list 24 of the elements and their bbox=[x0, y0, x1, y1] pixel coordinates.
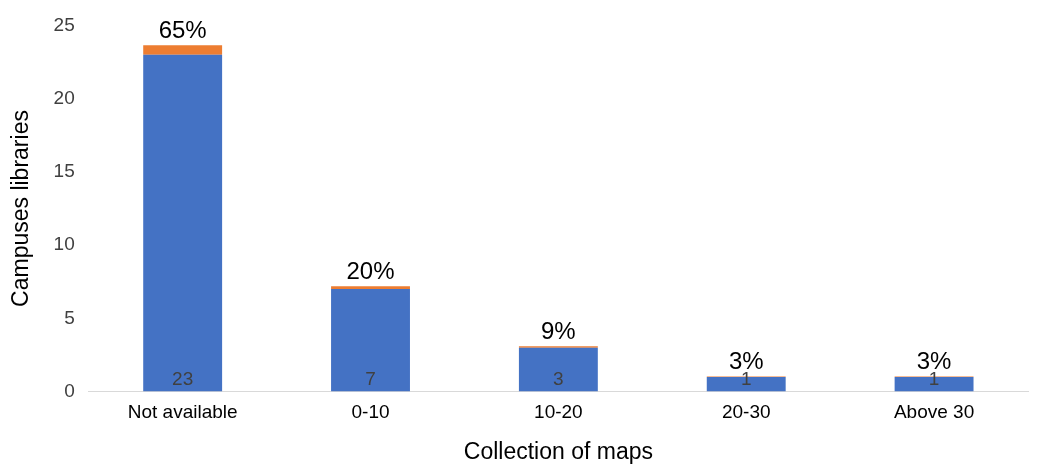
y-tick-label: 15 bbox=[53, 160, 75, 182]
bar bbox=[143, 45, 223, 55]
y-tick-label: 0 bbox=[64, 379, 75, 401]
x-tick-label: 0-10 bbox=[351, 401, 390, 423]
data-label: 9% bbox=[541, 316, 576, 344]
data-label: 20% bbox=[346, 256, 395, 284]
bar bbox=[143, 54, 223, 392]
bar bbox=[331, 286, 410, 290]
y-tick-label: 10 bbox=[53, 233, 75, 255]
y-axis-title: Campuses libraries bbox=[7, 110, 34, 307]
bar bbox=[518, 347, 598, 392]
y-tick-label: 5 bbox=[64, 306, 75, 328]
x-tick-label: 10-20 bbox=[534, 401, 583, 423]
y-tick-label: 25 bbox=[53, 13, 75, 35]
data-label: 3 bbox=[553, 368, 564, 390]
y-tick-label: 20 bbox=[53, 86, 75, 108]
x-tick-label: Not available bbox=[127, 401, 238, 423]
data-label: 65% bbox=[158, 15, 207, 43]
x-axis-title: Collection of maps bbox=[463, 437, 653, 464]
x-tick-label: 20-30 bbox=[721, 401, 771, 423]
bar bbox=[331, 289, 410, 392]
data-label: 7 bbox=[365, 368, 376, 390]
x-tick-label: Above 30 bbox=[893, 401, 975, 423]
data-label: 23 bbox=[172, 368, 194, 390]
